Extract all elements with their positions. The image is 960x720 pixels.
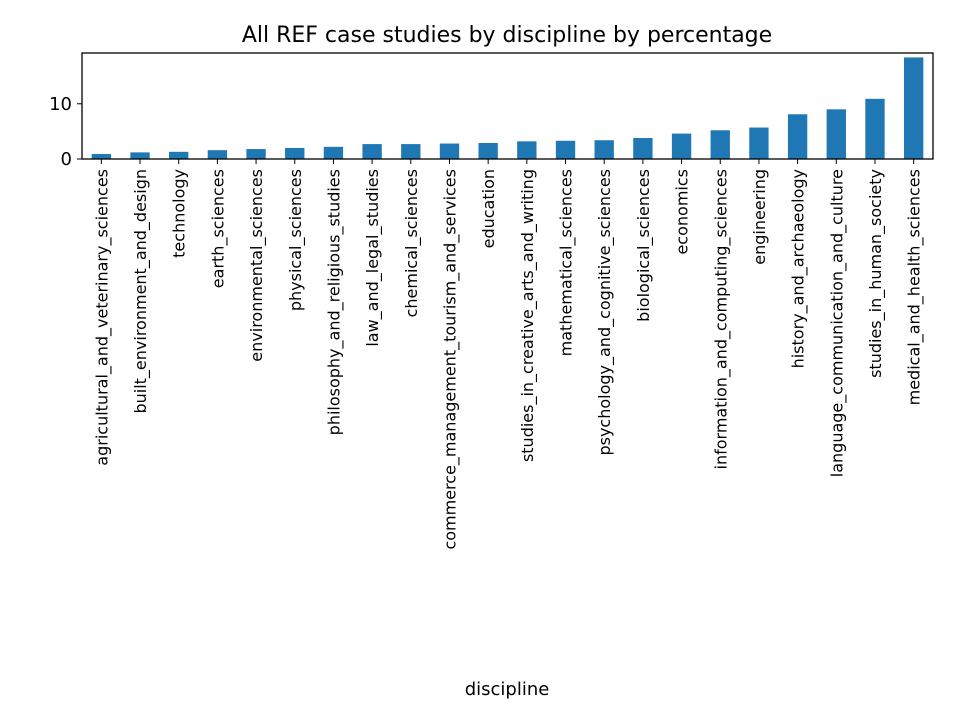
bar-biological_sciences — [633, 138, 653, 159]
x-tick-label: studies_in_human_society — [866, 169, 886, 378]
x-tick-label: commerce_management_tourism_and_services — [440, 169, 460, 550]
bar-language_communication_and_culture — [826, 109, 846, 159]
bar-built_environment_and_design — [130, 152, 150, 160]
x-tick-label: technology — [170, 169, 189, 258]
bar-engineering — [749, 127, 769, 159]
x-tick-label: law_and_legal_studies — [363, 169, 383, 347]
bar-technology — [169, 151, 189, 159]
plot-frame — [81, 52, 934, 160]
x-tick-label: mathematical_sciences — [557, 169, 577, 356]
x-tick-label: economics — [673, 169, 692, 255]
y-tick-label: 0 — [61, 149, 72, 170]
bar-history_and_archaeology — [787, 114, 808, 159]
bars-group — [91, 57, 924, 160]
x-tick-label: information_and_computing_sciences — [711, 169, 731, 469]
x-tick-label: environmental_sciences — [247, 169, 267, 362]
x-tick-label: psychology_and_cognitive_sciences — [595, 169, 615, 456]
x-tick-label: chemical_sciences — [402, 169, 422, 317]
x-axis-label: discipline — [465, 679, 550, 700]
x-tick-label: earth_sciences — [208, 169, 228, 288]
chart-title: All REF case studies by discipline by pe… — [242, 23, 772, 48]
x-tick-label: studies_in_creative_arts_and_writing — [518, 169, 538, 462]
bar-law_and_legal_studies — [362, 144, 382, 159]
x-tick-label: philosophy_and_religious_studies — [324, 169, 344, 435]
x-tick-label: education — [479, 169, 498, 248]
bar-studies_in_creative_arts_and_writing — [517, 141, 537, 159]
x-tick-label: agricultural_and_veterinary_sciences — [92, 169, 112, 466]
bar-agricultural_and_veterinary_sciences — [91, 154, 112, 159]
bar-mathematical_sciences — [555, 140, 576, 159]
x-tick-label: language_communication_and_culture — [827, 169, 847, 477]
x-tick-label: medical_and_health_sciences — [905, 169, 925, 405]
x-tick-label: engineering — [750, 169, 769, 265]
bar-information_and_computing_sciences — [710, 130, 730, 159]
bar-psychology_and_cognitive_sciences — [594, 140, 614, 159]
bar-earth_sciences — [207, 150, 228, 159]
bar-medical_and_health_sciences — [903, 57, 924, 159]
bar-commerce_management_tourism_and_services — [439, 143, 460, 159]
y-tick-label: 10 — [49, 94, 72, 115]
bar-studies_in_human_society — [865, 98, 885, 159]
bar-chemical_sciences — [401, 144, 421, 159]
bar-physical_sciences — [285, 147, 305, 159]
bar-economics — [671, 133, 692, 159]
x-tick-label: built_environment_and_design — [131, 169, 151, 414]
x-tick-label: biological_sciences — [634, 169, 654, 322]
x-tick-label: physical_sciences — [286, 169, 306, 311]
bar-environmental_sciences — [246, 149, 266, 159]
bar-philosophy_and_religious_studies — [323, 146, 344, 159]
bar-education — [478, 142, 498, 159]
y-axis: 0 10 — [49, 94, 82, 170]
x-axis: agricultural_and_veterinary_sciences buil… — [92, 159, 925, 550]
x-tick-label: history_and_archaeology — [789, 169, 809, 368]
